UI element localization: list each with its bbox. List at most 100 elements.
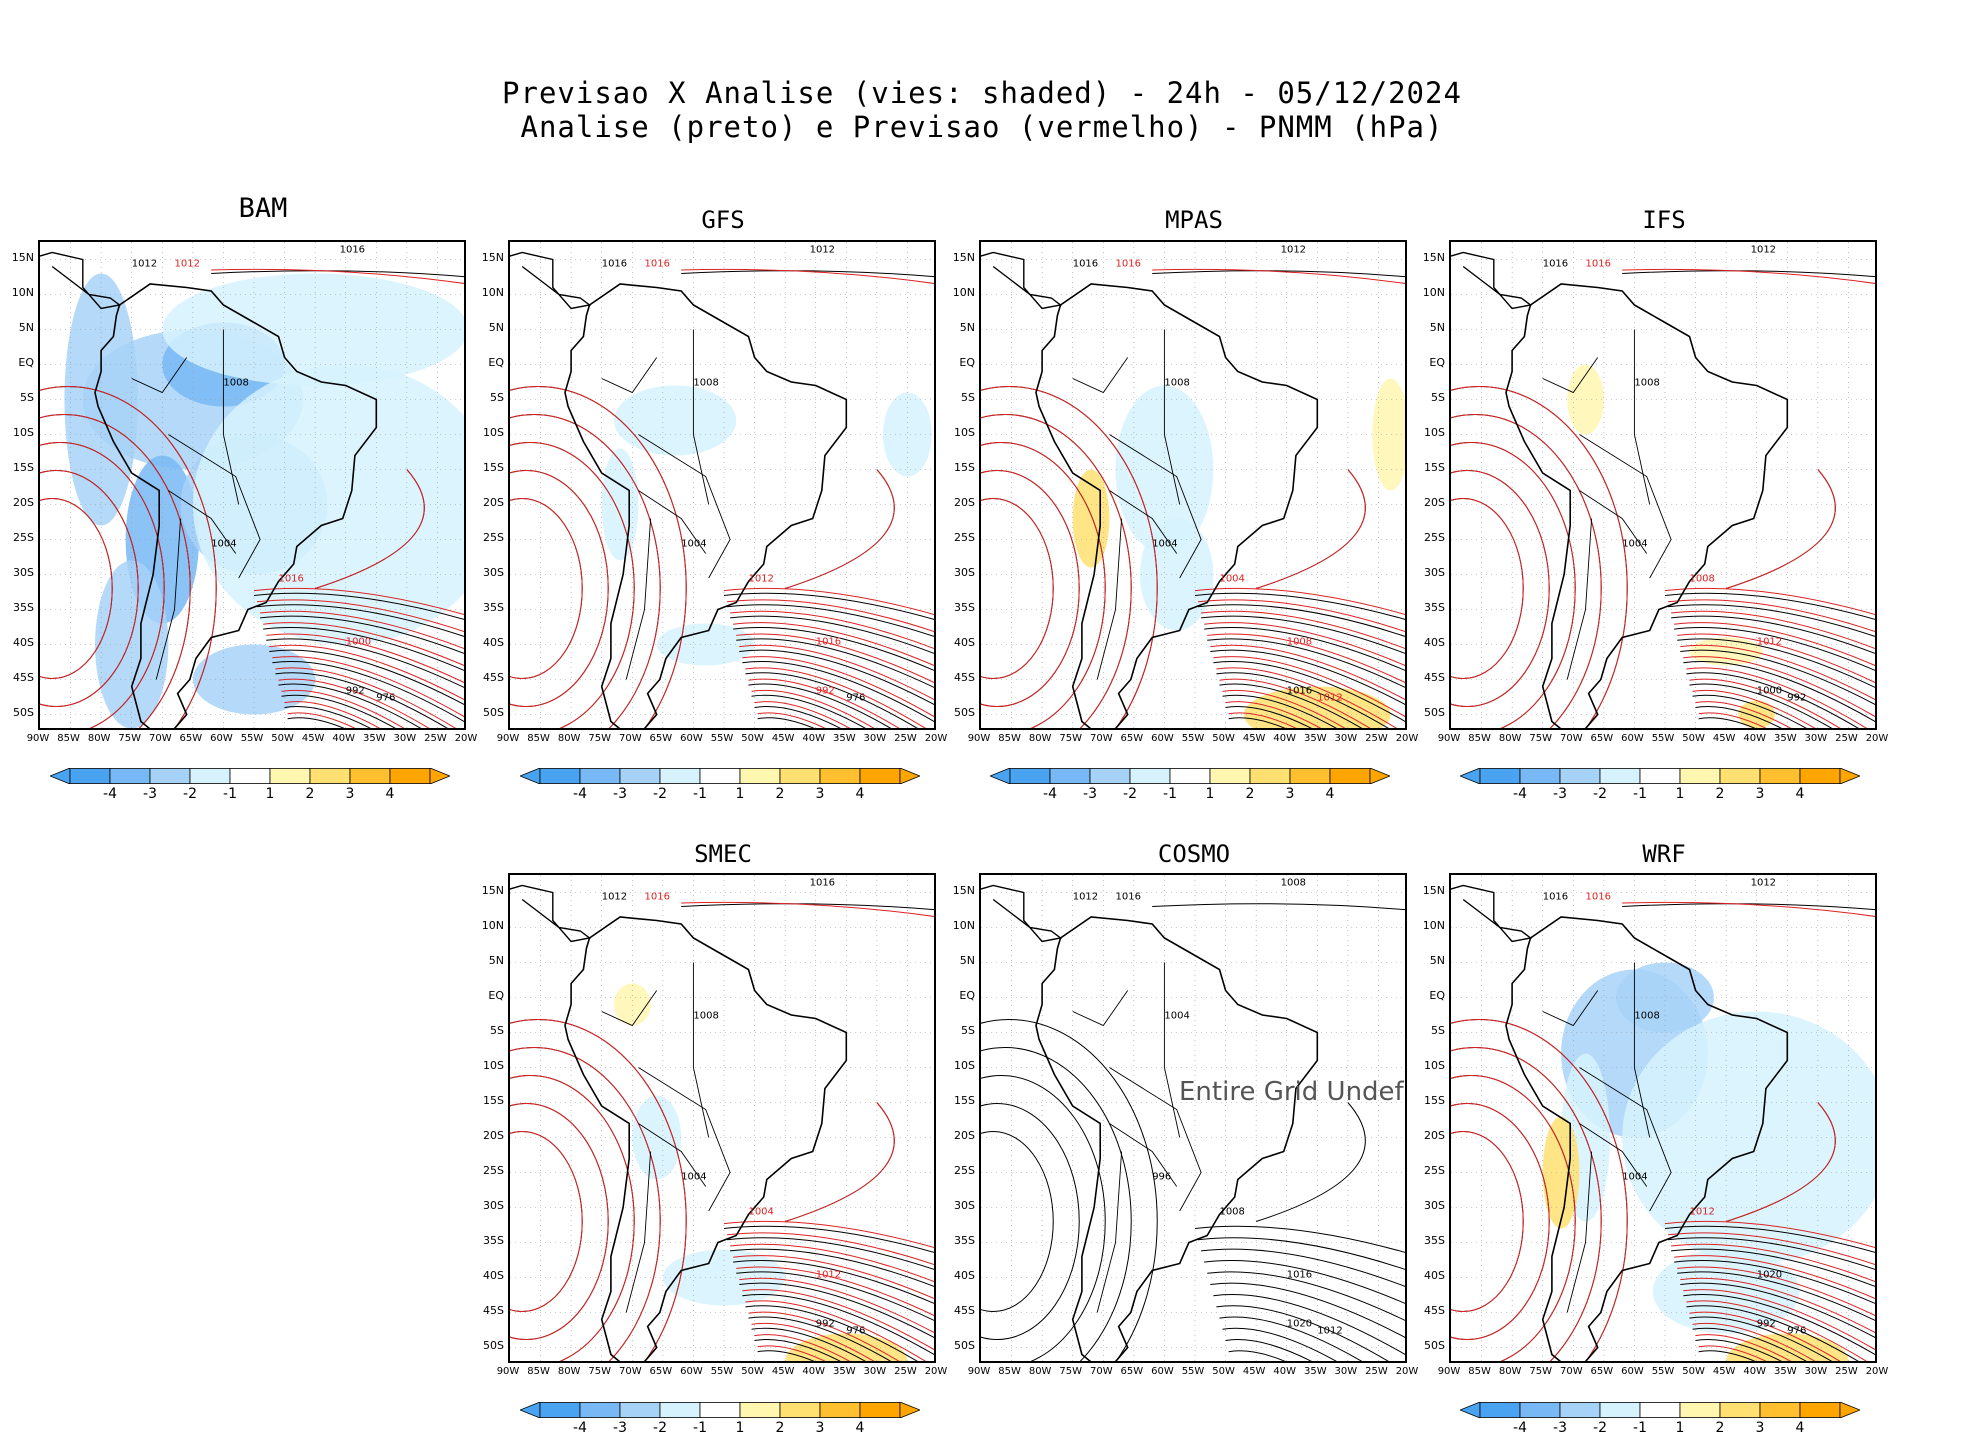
isobar [733, 627, 934, 671]
isobar [1219, 678, 1371, 728]
isobar [757, 717, 815, 728]
colorbar-arrow-left [520, 1402, 541, 1418]
lon-tick-label: 60W [210, 733, 233, 744]
lat-tick-label: 30S [954, 1198, 975, 1212]
isobar-label: 1016 [1116, 259, 1141, 270]
colorbar-segment [779, 768, 821, 784]
isobar [510, 1103, 609, 1340]
lon-tick-label: 80W [557, 1366, 581, 1377]
isobar [981, 1019, 1158, 1361]
lon-tick-label: 75W [118, 733, 142, 744]
central-america-coastline [40, 251, 122, 310]
lat-tick-label: 30S [13, 565, 34, 579]
isobar [275, 667, 456, 728]
isobar-label: 1008 [1634, 1011, 1659, 1022]
lon-tick-label: 70W [1559, 1366, 1583, 1377]
map-canvas: 1016 1016 1012 1008 1004 992 976 1016 1012 [510, 242, 934, 728]
lon-tick-label: 90W [1437, 733, 1461, 744]
lon-tick-label: 60W [1151, 1366, 1174, 1377]
isobar [730, 615, 934, 654]
colorbar-segment [619, 1402, 661, 1418]
isobar [1622, 903, 1875, 911]
isobar [1686, 672, 1859, 728]
isobar [981, 1131, 1054, 1312]
isobar [510, 1075, 635, 1361]
isobar [1674, 1255, 1875, 1300]
isobar [272, 660, 464, 723]
lat-tick-label: 10N [1422, 918, 1445, 932]
lon-tick-label: 90W [967, 1366, 991, 1377]
isobar [1680, 1282, 1875, 1338]
colorbar-tick-label: -2 [1123, 786, 1137, 802]
isobar [1664, 1225, 1875, 1253]
lon-tick-label: 65W [649, 733, 673, 744]
colorbar-segment [1799, 1402, 1841, 1418]
isobar [1664, 1220, 1875, 1249]
isobar [510, 1131, 583, 1312]
lat-tick-label: 50S [13, 705, 34, 719]
isobar-label: 1008 [693, 378, 718, 389]
lat-tick-label: 15S [954, 1093, 975, 1107]
isobar [751, 1327, 866, 1361]
isobar-label: 992 [816, 686, 835, 697]
isobar-label: 1004 [1622, 1172, 1647, 1183]
map-panel-smec: 1012 1016 1016 1008 1004 992 976 1012 1004 [508, 873, 936, 1363]
isobar-label: 1016 [278, 574, 303, 585]
lon-tick-label: 30W [1804, 1366, 1828, 1377]
colorbar-arrow-left [50, 768, 71, 784]
isobar [742, 1289, 934, 1351]
lon-tick-label: 35W [1303, 733, 1327, 744]
map-panel-wrf: 1016 1016 1012 1008 1004 992 976 1020 1012 [1449, 873, 1877, 1363]
central-america-coastline [981, 251, 1063, 310]
isobar [1686, 667, 1867, 728]
isobar [1674, 627, 1875, 671]
map-canvas: 1012 1016 1016 1008 1004 992 976 1012 1004 [510, 875, 934, 1361]
colorbar-segment [229, 768, 271, 784]
isobar-label: 1020 [1287, 1319, 1312, 1330]
isobar [1228, 717, 1286, 728]
isobar-label: 1016 [810, 878, 835, 889]
lon-tick-label: 50W [1682, 1366, 1705, 1377]
lon-tick-label: 40W [802, 733, 826, 744]
lat-tick-label: 20S [954, 495, 975, 509]
isobar [1695, 1339, 1782, 1361]
colorbar-segment [1759, 1402, 1801, 1418]
lon-tick-label: 80W [1028, 733, 1052, 744]
lat-tick-label: 10N [952, 285, 975, 299]
colorbar-gfs [520, 768, 920, 784]
country-border [1579, 490, 1648, 554]
lon-tick-label: 20W [1395, 1366, 1419, 1377]
isobar [1689, 683, 1833, 728]
colorbar-tick-label: 3 [1755, 786, 1765, 802]
isobar [266, 633, 464, 684]
lat-tick-label: 40S [483, 635, 504, 649]
isobar [211, 268, 464, 284]
isobar [1664, 587, 1875, 616]
isobar [1204, 1260, 1405, 1304]
south-america-coastline [564, 283, 848, 728]
colorbar-tick-label: 1 [1205, 786, 1215, 802]
lon-tick-label: 60W [1621, 733, 1644, 744]
colorbar-segment [1799, 768, 1841, 784]
isobar-label: 1016 [1073, 259, 1098, 270]
colorbar-segment [1129, 768, 1171, 784]
lon-tick-label: 55W [710, 733, 734, 744]
lon-tick-label: 70W [1089, 1366, 1113, 1377]
isobar [40, 414, 191, 728]
lat-tick-label: 10S [13, 425, 34, 439]
country-border [222, 329, 240, 505]
isobar [510, 414, 661, 728]
isobar [510, 1131, 583, 1312]
lat-tick-label: 15S [483, 1093, 504, 1107]
central-america-coastline [981, 884, 1063, 943]
isobar-label: 1012 [1317, 1326, 1342, 1337]
isobar [1671, 1243, 1875, 1283]
colorbar-arrow-right [1839, 768, 1860, 784]
lon-tick-label: 75W [1529, 733, 1553, 744]
isobar [1677, 1271, 1875, 1321]
bias-shading [64, 273, 138, 526]
isobar [1692, 689, 1816, 728]
isobar-label: 1016 [816, 637, 841, 648]
isobar [981, 1047, 1132, 1361]
lon-tick-label: 60W [1151, 733, 1174, 744]
